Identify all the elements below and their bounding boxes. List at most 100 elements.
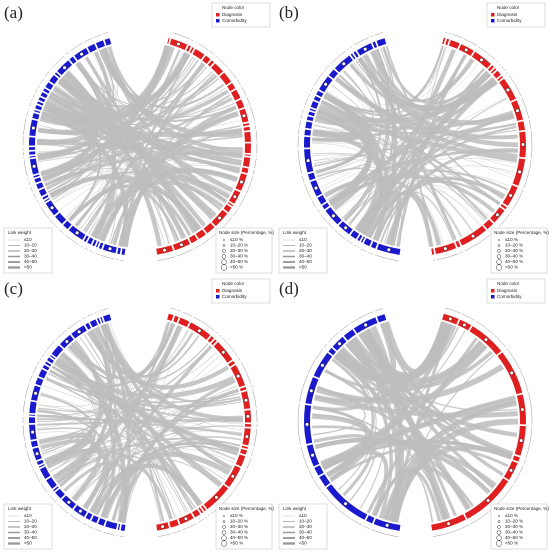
outer-segment (59, 229, 64, 233)
node-segment (46, 90, 47, 92)
outer-segment (33, 94, 34, 97)
legend-circle (223, 244, 225, 246)
outer-segment (68, 320, 81, 329)
legend-label: 30–40 (24, 254, 37, 259)
node-segment (121, 527, 125, 528)
node-segment (230, 85, 233, 90)
node-segment (49, 479, 55, 487)
node-segment (39, 183, 41, 188)
node-marker (180, 243, 184, 247)
node-marker (521, 143, 525, 147)
outer-segment (199, 44, 208, 50)
outer-segment (298, 129, 299, 135)
node-segment (34, 441, 35, 446)
outer-segment (340, 324, 349, 331)
node-segment (367, 518, 373, 521)
legend-circle (497, 255, 501, 259)
node-segment (190, 237, 196, 240)
node-marker (79, 509, 83, 513)
legend-circle (498, 250, 501, 253)
node-segment (244, 168, 245, 172)
node-marker (245, 435, 249, 439)
outer-segment (298, 404, 301, 445)
node-segment (194, 512, 199, 515)
node-marker (215, 496, 219, 500)
legend-label: ≤10 (299, 237, 307, 242)
node-segment (57, 74, 58, 75)
node-marker (161, 525, 165, 529)
node-segment (308, 122, 309, 128)
legend-label: 40–50 (299, 535, 312, 540)
node-segment (239, 455, 243, 465)
legend-circle (221, 541, 227, 547)
legend-label: >50 (24, 541, 32, 546)
outer-segment (499, 214, 510, 226)
outer-segment (460, 252, 463, 253)
node-marker (306, 159, 310, 163)
legend-label: 30–40 % (505, 530, 523, 535)
legend-label: >50 (299, 265, 307, 270)
node-marker (387, 248, 391, 252)
legend-label: >50 % (230, 541, 243, 546)
outer-segment (526, 426, 532, 457)
legend-label: Comorbidity (497, 294, 522, 299)
node-segment (331, 350, 334, 353)
node-segment (503, 206, 504, 208)
outer-segment (40, 79, 43, 84)
outer-segment (299, 120, 300, 127)
legend-label: ≤10 (299, 513, 307, 518)
outer-segment (85, 38, 92, 42)
legend-circle (498, 239, 499, 240)
outer-segment (183, 312, 192, 316)
outer-segment (522, 98, 529, 118)
node-marker (480, 58, 484, 62)
node-segment (57, 215, 64, 222)
node-segment (52, 77, 56, 83)
legend-label: 40–50 % (505, 535, 523, 540)
outer-segment (191, 40, 193, 41)
node-segment (450, 43, 459, 46)
outer-segment (94, 252, 95, 253)
legend-swatch (216, 295, 220, 299)
node-segment (203, 508, 205, 509)
outer-segment (464, 39, 477, 46)
node-marker (67, 500, 71, 504)
outer-segment (300, 375, 308, 402)
outer-segment (324, 344, 327, 348)
node-marker (65, 340, 69, 344)
outer-segment (84, 248, 88, 250)
outer-segment (195, 42, 197, 43)
legend-label: Diagnosis (497, 12, 518, 17)
outer-segment (445, 308, 461, 313)
node-segment (174, 319, 178, 320)
node-marker (463, 323, 467, 327)
outer-segment (347, 49, 348, 50)
node-segment (104, 317, 110, 319)
node-segment (247, 132, 248, 142)
node-segment (210, 338, 212, 340)
outer-segment (375, 255, 399, 261)
legend-circle (498, 520, 500, 522)
outer-segment (177, 249, 193, 256)
node-segment (359, 237, 361, 238)
outer-segment (514, 465, 523, 483)
legend-label: 20–30 % (505, 248, 523, 253)
node-marker (324, 82, 328, 86)
node-segment (57, 491, 62, 497)
legend-label: 30–40 (24, 530, 37, 535)
legend-circle (497, 260, 502, 265)
legend-label: 10–20 (299, 519, 312, 524)
outer-segment (453, 34, 462, 38)
legend-circle (223, 520, 225, 522)
legend-circle (498, 244, 500, 246)
legend-label: 10–20 (24, 243, 37, 248)
outer-segment (25, 384, 29, 399)
outer-segment (529, 393, 532, 425)
outer-segment (38, 85, 39, 87)
node-segment (365, 241, 371, 244)
node-marker (311, 453, 315, 457)
node-segment (54, 347, 61, 355)
node-segment (179, 320, 188, 324)
